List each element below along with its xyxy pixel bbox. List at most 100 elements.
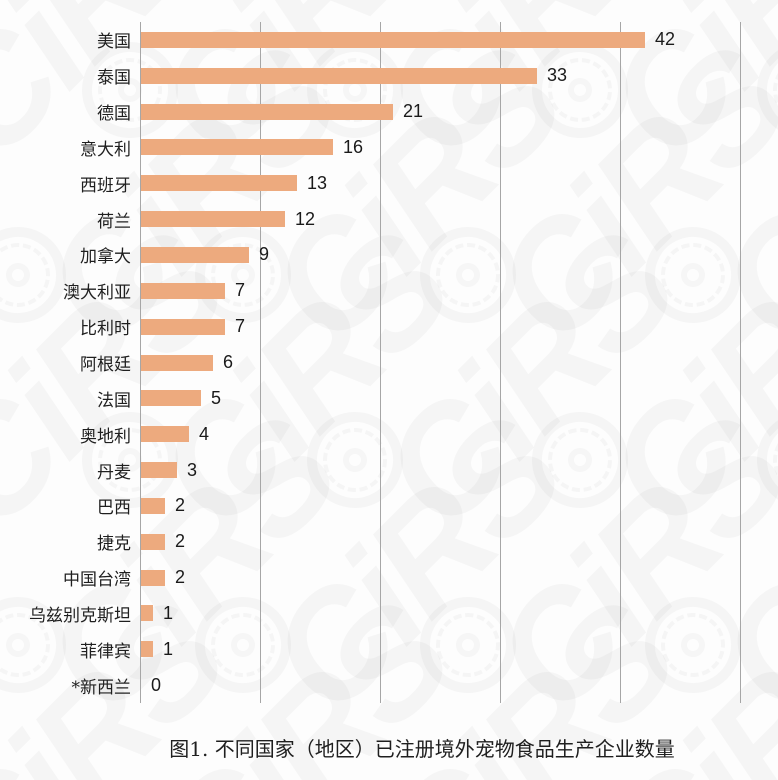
gridline-x-30	[500, 22, 501, 703]
bar-zone: 21	[141, 94, 778, 130]
value-label: 3	[187, 459, 198, 480]
value-label: 42	[655, 29, 676, 50]
bar	[141, 390, 201, 407]
bar-rows: 美国 42 泰国 33 德国 21 意大利 16 西班牙 13 荷兰 12 加拿大 9 澳大利亚 7 比利时 7 阿…	[0, 22, 778, 703]
bar	[141, 569, 165, 586]
bar-row: 奥地利 4	[0, 416, 778, 452]
bar-row: 阿根廷 6	[0, 345, 778, 381]
bar-zone: 33	[141, 58, 778, 94]
category-label: 德国	[97, 104, 131, 125]
bar-row: 西班牙 13	[0, 165, 778, 201]
bar-zone: 42	[141, 22, 778, 58]
category-label: *新西兰	[71, 677, 132, 698]
value-label: 2	[175, 567, 186, 588]
bar-zone: 4	[141, 416, 778, 452]
bar-zone: 1	[141, 596, 778, 632]
value-label: 16	[343, 136, 364, 157]
bar	[141, 139, 333, 156]
value-label: 1	[163, 602, 174, 623]
bar-row: 丹麦 3	[0, 452, 778, 488]
value-label: 0	[151, 674, 162, 695]
bar	[141, 533, 165, 550]
bar-row: 美国 42	[0, 22, 778, 58]
bar-row: 捷克 2	[0, 524, 778, 560]
y-axis-line	[140, 22, 141, 703]
bar	[141, 103, 393, 120]
gridline-x-10	[260, 22, 261, 703]
bar-zone: 2	[141, 488, 778, 524]
bar-row: 意大利 16	[0, 130, 778, 166]
value-label: 5	[211, 387, 222, 408]
bar	[141, 211, 285, 228]
category-label: 泰国	[97, 68, 131, 89]
bar-row: 加拿大 9	[0, 237, 778, 273]
category-label: 阿根廷	[80, 355, 131, 376]
gridline-x-40	[620, 22, 621, 703]
bar-row: 菲律宾 1	[0, 631, 778, 667]
category-label: 美国	[97, 32, 131, 53]
bar-row: 法国 5	[0, 380, 778, 416]
bar	[141, 175, 297, 192]
bar-row: 泰国 33	[0, 58, 778, 94]
bar-row: 德国 21	[0, 94, 778, 130]
category-label: 乌兹别克斯坦	[29, 605, 131, 626]
value-label: 21	[403, 101, 424, 122]
bar-zone: 13	[141, 165, 778, 201]
gridline-x-50	[740, 22, 741, 703]
value-label: 2	[175, 495, 186, 516]
category-label: 比利时	[80, 319, 131, 340]
bar	[141, 354, 213, 371]
bar-zone: 16	[141, 130, 778, 166]
bar-zone: 7	[141, 309, 778, 345]
value-label: 4	[199, 423, 210, 444]
category-label: 巴西	[97, 498, 131, 519]
value-label: 6	[223, 352, 234, 373]
bar	[141, 31, 645, 48]
bar	[141, 497, 165, 514]
bar	[141, 246, 249, 263]
value-label: 33	[547, 65, 568, 86]
bar-row: *新西兰 0	[0, 667, 778, 703]
chart-caption: 图1. 不同国家（地区）已注册境外宠物食品生产企业数量	[169, 737, 675, 761]
category-label: 捷克	[97, 534, 131, 555]
bar-zone: 7	[141, 273, 778, 309]
value-label: 1	[163, 638, 174, 659]
value-label: 7	[235, 280, 246, 301]
category-label: 法国	[97, 390, 131, 411]
category-label: 丹麦	[97, 462, 131, 483]
category-label: 澳大利亚	[63, 283, 131, 304]
bar-zone: 2	[141, 524, 778, 560]
category-label: 菲律宾	[80, 641, 131, 662]
category-label: 意大利	[80, 139, 131, 160]
bar	[141, 282, 225, 299]
bar	[141, 605, 153, 622]
bar	[141, 67, 537, 84]
category-label: 加拿大	[80, 247, 131, 268]
bar-row: 比利时 7	[0, 309, 778, 345]
gridline-x-20	[380, 22, 381, 703]
category-label: 荷兰	[97, 211, 131, 232]
bar	[141, 426, 189, 443]
bar	[141, 641, 153, 658]
bar-row: 澳大利亚 7	[0, 273, 778, 309]
bar-zone: 1	[141, 631, 778, 667]
bar-zone: 9	[141, 237, 778, 273]
bar-row: 荷兰 12	[0, 201, 778, 237]
value-label: 9	[259, 244, 270, 265]
value-label: 13	[307, 172, 328, 193]
bar	[141, 318, 225, 335]
bar-row: 乌兹别克斯坦 1	[0, 596, 778, 632]
category-label: 中国台湾	[63, 570, 131, 591]
bar	[141, 462, 177, 479]
bar-zone: 2	[141, 560, 778, 596]
category-label: 西班牙	[80, 175, 131, 196]
category-label: 奥地利	[80, 426, 131, 447]
value-label: 7	[235, 316, 246, 337]
value-label: 12	[295, 208, 316, 229]
bar-zone: 0	[141, 667, 778, 703]
value-label: 2	[175, 531, 186, 552]
bar-row: 中国台湾 2	[0, 560, 778, 596]
bar-zone: 12	[141, 201, 778, 237]
